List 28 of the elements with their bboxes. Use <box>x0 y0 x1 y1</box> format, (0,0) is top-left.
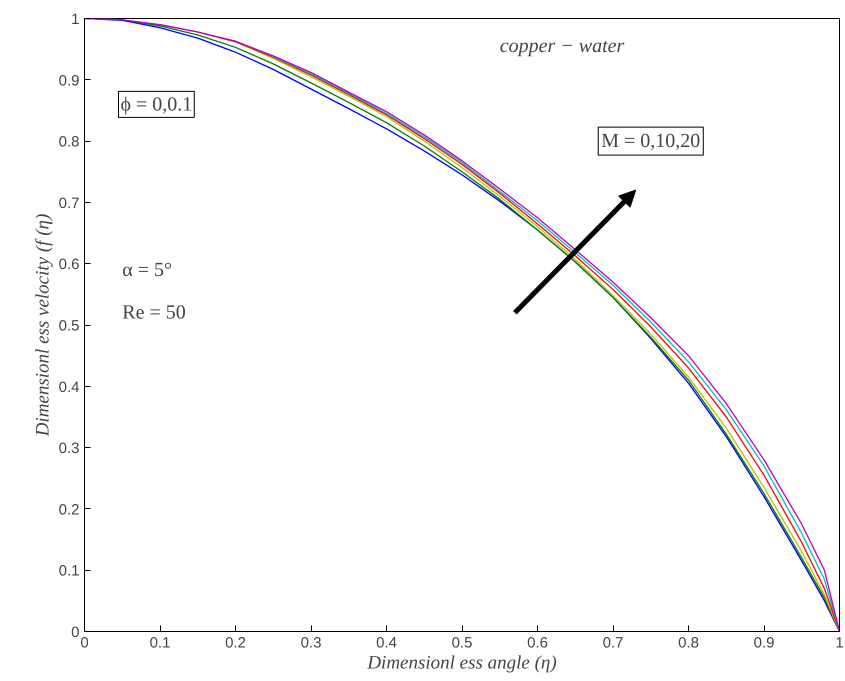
y-tick-label: 0.3 <box>58 440 80 458</box>
y-tick-label: 0.7 <box>58 194 80 212</box>
annotation: Re = 50 <box>122 302 186 324</box>
annotation: ϕ = 0,0.1 <box>120 93 192 116</box>
x-tick-label: 0.9 <box>754 634 774 652</box>
y-tick-label: 0.6 <box>58 256 80 274</box>
x-tick-label: 0.2 <box>225 634 246 652</box>
y-tick-label: 0.9 <box>58 72 80 90</box>
x-tick-label: 1 <box>835 634 844 652</box>
y-tick-label: 0.8 <box>58 134 80 151</box>
annotation: α = 5° <box>122 258 172 281</box>
x-tick-label: 0.4 <box>376 634 397 652</box>
y-tick-label: 0.5 <box>58 318 80 334</box>
y-tick-label: 1 <box>71 11 80 28</box>
y-tick-label: 0.2 <box>58 501 80 518</box>
y-tick-label: 0 <box>71 624 80 641</box>
y-tick-label: 0.1 <box>58 562 80 580</box>
annotation: M = 0,10,20 <box>601 130 700 152</box>
y-tick-label: 0.4 <box>58 378 80 396</box>
x-tick-label: 0.5 <box>452 634 472 652</box>
y-axis-title: Dimensionl ess velocity (f (η) <box>32 214 54 438</box>
x-tick-label: 0.7 <box>602 634 624 652</box>
x-axis-title: Dimensionl ess angle (η) <box>366 652 557 674</box>
x-tick-label: 0.3 <box>300 634 322 652</box>
x-tick-label: 0.1 <box>150 634 170 652</box>
x-tick-label: 0.8 <box>678 634 699 652</box>
x-tick-label: 0.6 <box>527 634 548 652</box>
annotation: copper − water <box>500 35 625 58</box>
